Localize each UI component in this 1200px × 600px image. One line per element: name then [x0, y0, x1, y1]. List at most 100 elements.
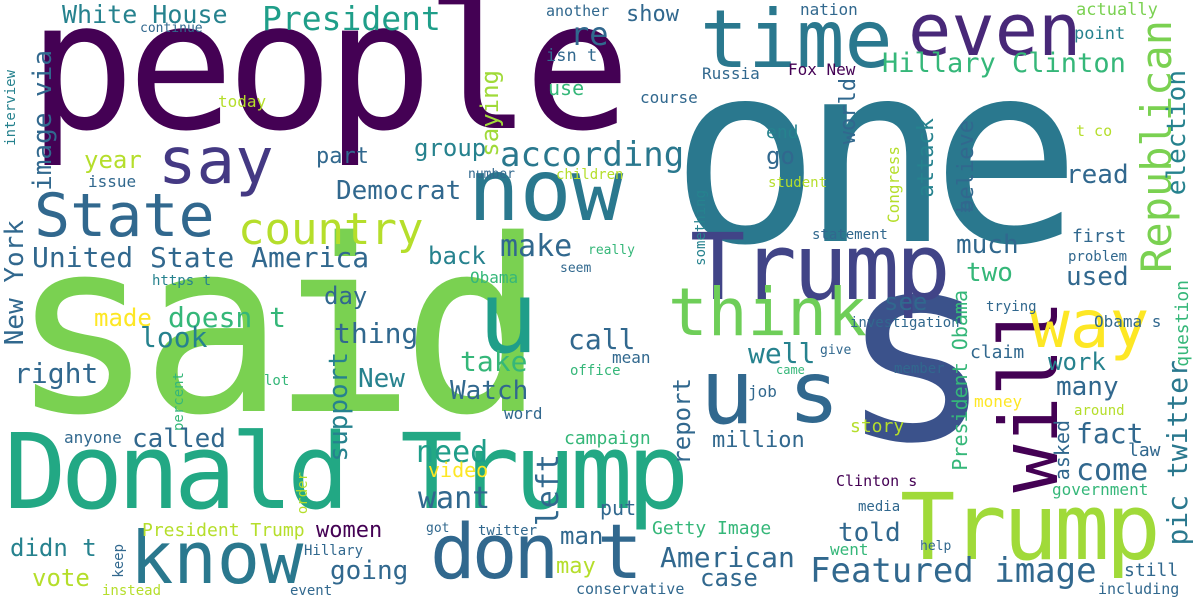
- word-asked: asked: [1052, 420, 1072, 480]
- word-man: man: [560, 524, 603, 548]
- word-called: called: [132, 426, 226, 452]
- word-work: work: [1048, 350, 1106, 374]
- word-something: something: [694, 190, 708, 266]
- word-story: story: [850, 418, 904, 436]
- word-isnt: isn t: [546, 48, 597, 65]
- word-russia: Russia: [702, 66, 760, 82]
- word-may: may: [556, 556, 596, 578]
- word-got: got: [426, 522, 449, 535]
- word-use: use: [548, 78, 584, 98]
- word-still: still: [1124, 562, 1178, 580]
- word-thing: thing: [334, 320, 418, 348]
- word-hillary-clinton: Hillary Clinton: [882, 50, 1126, 77]
- word-right: right: [14, 360, 98, 388]
- word-world: world: [838, 78, 860, 144]
- word-continue: continue: [140, 22, 203, 35]
- word-didnt: didn t: [10, 536, 97, 560]
- word-investigation: investigation: [850, 316, 960, 330]
- word-election: election: [1164, 70, 1190, 195]
- word-year: year: [84, 148, 142, 172]
- word-claim: claim: [970, 344, 1024, 362]
- word-percent: percent: [172, 372, 186, 431]
- word-clinton-s: Clinton s: [836, 474, 917, 489]
- word-day: day: [324, 284, 367, 308]
- word-report: report: [670, 378, 694, 465]
- word-student: student: [768, 176, 827, 190]
- word-women: women: [316, 520, 382, 542]
- word-went: went: [830, 542, 869, 558]
- word-watch: Watch: [450, 378, 528, 404]
- word-go: go: [766, 144, 795, 168]
- word-including: including: [1098, 582, 1179, 597]
- word-interview: interview: [4, 70, 18, 146]
- word-new: New: [358, 366, 405, 392]
- word-around: around: [1074, 404, 1125, 418]
- word-featured-image: Featured image: [810, 554, 1097, 588]
- word-president-trump: President Trump: [142, 522, 305, 540]
- word-state: State: [34, 186, 215, 246]
- word-issue: issue: [88, 174, 136, 190]
- word-keep: keep: [112, 544, 126, 578]
- word-m: m: [960, 198, 971, 216]
- word-take: take: [460, 348, 527, 376]
- word-attack: attack: [916, 118, 938, 197]
- word-many: many: [1056, 374, 1119, 400]
- word-trying: trying: [986, 300, 1037, 314]
- word-u-blue: u: [700, 348, 754, 438]
- word-vote: vote: [32, 566, 90, 590]
- word-part: part: [316, 146, 369, 168]
- word-campaign: campaign: [564, 430, 651, 448]
- word-nation: nation: [800, 2, 858, 18]
- word-pic-twitter: pic twitter: [1164, 360, 1192, 545]
- word-money: money: [974, 394, 1022, 410]
- word-getty-image: Getty Image: [652, 520, 771, 538]
- word-obama-s: Obama s: [1094, 314, 1161, 330]
- word-million: million: [712, 430, 805, 452]
- word-left: left: [534, 454, 564, 526]
- word-came: came: [776, 364, 805, 376]
- word-another: another: [546, 4, 609, 19]
- word-number: number: [468, 168, 515, 181]
- word-image-via: image via: [30, 50, 56, 191]
- word-put: put: [600, 498, 636, 518]
- word-end: end: [766, 124, 799, 142]
- word-twitter: twitter: [478, 524, 537, 538]
- word-video: video: [428, 460, 488, 480]
- word-statement: statement: [812, 228, 888, 242]
- word-order: order: [296, 472, 310, 514]
- word-t-co: t co: [1076, 124, 1112, 139]
- word-job: job: [748, 384, 777, 400]
- word-new-york: New York: [2, 220, 28, 345]
- word-going: going: [330, 558, 408, 584]
- word-actually: actually: [1076, 2, 1158, 19]
- word-office: office: [570, 364, 621, 378]
- word-https-t: https t: [152, 274, 211, 288]
- word-lot: lot: [264, 374, 289, 388]
- word-case: case: [700, 566, 758, 590]
- word-instead: instead: [102, 584, 161, 598]
- word-question: question: [1174, 280, 1192, 367]
- word-back: back: [428, 244, 486, 268]
- word-fox-new: Fox New: [788, 62, 855, 78]
- word-really: really: [588, 244, 635, 257]
- word-democrat: Democrat: [336, 178, 461, 204]
- word-seem: seem: [560, 262, 591, 275]
- word-united-state-america: United State America: [32, 244, 369, 272]
- word-obama: Obama: [470, 270, 518, 286]
- word-help: help: [920, 540, 951, 553]
- word-read: read: [1066, 162, 1129, 188]
- word-look: look: [140, 324, 207, 352]
- word-give: give: [820, 344, 851, 357]
- word-today: today: [218, 94, 266, 110]
- word-two: two: [966, 260, 1013, 286]
- word-government: government: [1052, 482, 1148, 498]
- word-make: make: [500, 232, 572, 262]
- word-word: word: [504, 406, 543, 422]
- word-event: event: [290, 584, 332, 598]
- word-show: show: [626, 4, 679, 26]
- word-point: point: [1074, 26, 1125, 43]
- word-conservative: conservative: [576, 582, 684, 597]
- word-first: first: [1072, 228, 1126, 246]
- word-used: used: [1066, 264, 1129, 290]
- word-children: children: [556, 168, 623, 182]
